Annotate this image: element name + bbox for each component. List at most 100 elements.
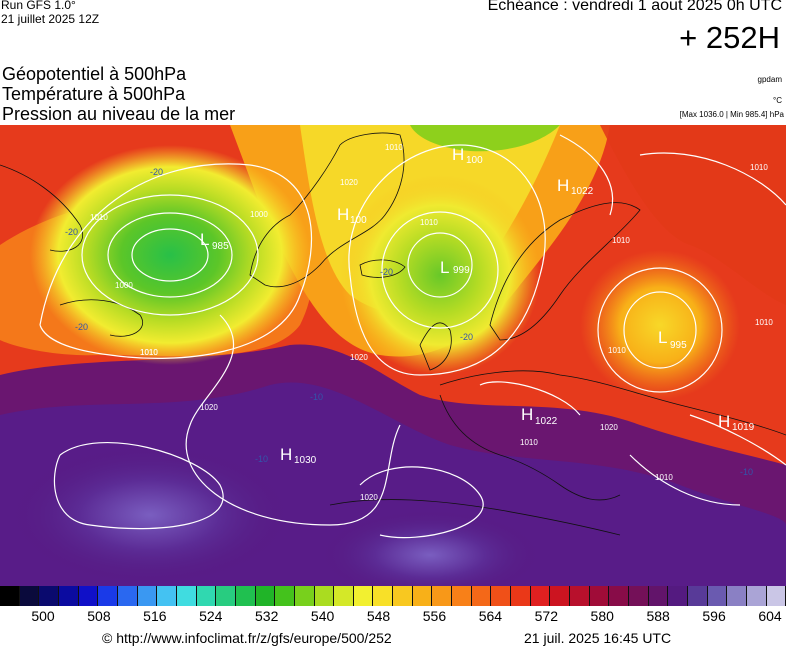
- temperature-label: -20: [75, 322, 88, 332]
- colorbar-tick-label: 564: [478, 608, 503, 624]
- svg-text:H: H: [557, 176, 569, 195]
- colorbar-swatch: [78, 586, 99, 606]
- svg-text:L: L: [440, 258, 449, 277]
- isobar-label: 1010: [750, 163, 768, 172]
- colorbar-swatch: [216, 586, 236, 606]
- svg-text:999: 999: [453, 265, 470, 276]
- isobar-label: 1000: [115, 281, 133, 290]
- isobar-label: 1010: [140, 348, 158, 357]
- temperature-label: -20: [150, 167, 163, 177]
- isobar-label: 1010: [385, 143, 403, 152]
- colorbar-swatch: [530, 586, 551, 606]
- title-temperature: Température à 500hPa: [2, 84, 186, 104]
- svg-text:1022: 1022: [571, 186, 594, 197]
- isobar-label: 1010: [755, 318, 773, 327]
- colorbar-swatch: [766, 586, 786, 606]
- temperature-label: -20: [65, 227, 78, 237]
- svg-text:H: H: [521, 405, 533, 424]
- isobar-labels: 1000 1010 1020 1020 1020 1010 1010 1010 …: [90, 143, 773, 502]
- colorbar-swatch: [727, 586, 747, 606]
- colorbar-swatch: [314, 586, 335, 606]
- high-center: H 100: [452, 145, 483, 166]
- high-center: H 1030: [280, 445, 317, 466]
- temperature-labels: -20 -20 -20 -20 -10 -10 -20 -10: [65, 167, 753, 477]
- colorbar-swatch: [452, 586, 472, 606]
- low-center: L 995: [658, 328, 687, 351]
- temperature-label: -20: [460, 332, 473, 342]
- colorbar-swatch: [353, 586, 374, 606]
- colorbar-swatch: [412, 586, 433, 606]
- isobars: [39, 134, 786, 539]
- high-center: H 1022: [557, 176, 594, 197]
- low-center: L 985: [200, 230, 229, 252]
- colorbar-swatch: [570, 586, 590, 606]
- svg-text:985: 985: [212, 241, 229, 252]
- isobar-label: 1010: [608, 346, 626, 355]
- title-geopotential: Géopotentiel à 500hPa: [2, 64, 187, 84]
- colorbar-swatch: [491, 586, 512, 606]
- isobar-label: 1020: [360, 493, 378, 502]
- colorbar-swatch: [255, 586, 276, 606]
- colorbar-swatch: [373, 586, 394, 606]
- colorbar-swatch: [137, 586, 158, 606]
- colorbar-tick-label: 580: [590, 608, 614, 624]
- max-min-pressure: [Max 1036.0 | Min 985.4] hPa: [679, 110, 784, 119]
- svg-text:L: L: [658, 328, 667, 347]
- colorbar-swatch: [275, 586, 295, 606]
- unit-geopotential: gpdam: [757, 75, 782, 84]
- colorbar-tick-label: 532: [255, 608, 279, 624]
- colorbar-tick-label: 540: [310, 608, 335, 624]
- colorbar-swatch: [19, 586, 40, 606]
- isobar-label: 1020: [200, 403, 218, 412]
- colorbar-swatch: [294, 586, 315, 606]
- field-purple-core-south: [320, 510, 540, 586]
- colorbar-swatch: [687, 586, 708, 606]
- colorbar-swatch: [157, 586, 177, 606]
- footer-timestamp: 21 juil. 2025 16:45 UTC: [524, 630, 672, 646]
- svg-text:L: L: [200, 230, 209, 249]
- svg-text:100: 100: [350, 215, 367, 226]
- colorbar-swatch: [98, 586, 118, 606]
- colorbar-swatch: [393, 586, 413, 606]
- isobar-label: 1010: [420, 218, 438, 227]
- isobar-label: 1020: [350, 353, 368, 362]
- svg-text:1022: 1022: [535, 416, 558, 427]
- colorbar-tick-label: 516: [143, 608, 167, 624]
- colorbar-swatch: [629, 586, 649, 606]
- field-red-east: [600, 125, 786, 305]
- colorbar-swatch: [58, 586, 79, 606]
- run-date: 21 juillet 2025 12Z: [1, 12, 100, 26]
- colorbar-swatch: [511, 586, 531, 606]
- temperature-label: -20: [380, 267, 393, 277]
- weather-map: 1000 1010 1020 1020 1020 1010 1010 1010 …: [0, 125, 786, 586]
- pressure-centers: L 985 H 1030 H 100 H 100 L 999 H 1022 L …: [200, 145, 755, 466]
- colorbar-swatch: [39, 586, 59, 606]
- isobar-label: 1010: [520, 438, 538, 447]
- colorbar-swatch: [0, 586, 20, 606]
- svg-text:1019: 1019: [732, 422, 755, 433]
- colorbar-tick-label: 604: [758, 608, 782, 624]
- colorbar-tick-label: 500: [31, 608, 55, 624]
- svg-text:H: H: [452, 145, 464, 164]
- field-low-atlantic: [30, 145, 310, 365]
- isobar-label: 1010: [140, 348, 158, 357]
- colorbar-swatch: [432, 586, 453, 606]
- colorbar-ticks: 500 508 516 524 532 540 548 556 564 572 580 588 596 6…: [0, 608, 786, 628]
- footer-url: © http://www.infoclimat.fr/z/gfs/europe/…: [102, 630, 392, 646]
- isobar-label: 1010: [90, 213, 108, 222]
- isobar-label: 1020: [600, 423, 618, 432]
- isobar-label: 1020: [340, 178, 358, 187]
- colorbar: [0, 586, 786, 606]
- unit-temperature: °C: [773, 96, 782, 105]
- colorbar-swatch: [589, 586, 610, 606]
- colorbar-swatch: [648, 586, 669, 606]
- colorbar-swatch: [334, 586, 354, 606]
- colorbar-swatch: [746, 586, 767, 606]
- lead-time: + 252H: [679, 20, 780, 55]
- colorbar-tick-label: 556: [422, 608, 447, 624]
- colorbar-tick-label: 508: [87, 608, 111, 624]
- low-center: L 999: [440, 258, 470, 277]
- isobar-label: 1010: [655, 473, 673, 482]
- run-label: Run GFS 1.0°: [1, 0, 76, 12]
- valid-time-label: Echéance : vendredi 1 aout 2025 0h UTC: [487, 0, 782, 14]
